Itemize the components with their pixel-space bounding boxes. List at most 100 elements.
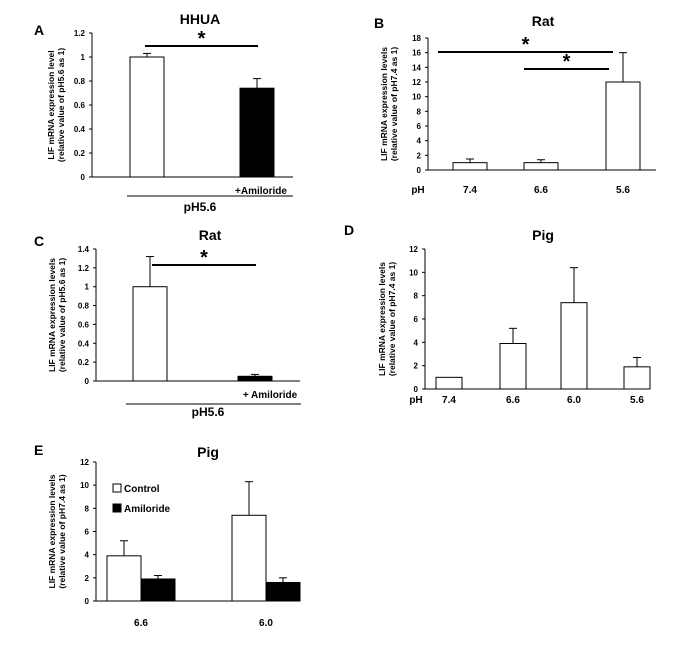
y-tick-label: 0.4 (78, 339, 90, 348)
y-axis-label: LIF mRNA expression levels (379, 47, 389, 161)
y-tick-label: 12 (409, 245, 418, 254)
bar (605, 81, 641, 171)
y-tick-label: 1.2 (78, 264, 90, 273)
y-tick-label: 0 (414, 385, 419, 394)
bar (239, 87, 275, 178)
y-tick-label: 0.6 (74, 101, 86, 110)
bar (237, 375, 273, 382)
panel-a: A HHUA LIF mRNA expression level (relative … (34, 11, 293, 214)
y-tick-label: 0.2 (78, 358, 90, 367)
panel-label: B (374, 15, 384, 31)
panel-title: HHUA (180, 11, 220, 27)
treatment-label: +Amiloride (235, 186, 287, 197)
y-axis-label: (relative value of pH7.4 as 1) (387, 262, 397, 376)
y-tick-label: 0.2 (74, 149, 86, 158)
significance-marker: * (200, 247, 208, 269)
panel-title: Rat (199, 227, 222, 243)
y-tick-label: 0.6 (78, 320, 90, 329)
y-tick-label: 2 (414, 362, 419, 371)
x-category-label: 6.6 (134, 618, 148, 629)
legend-swatch (112, 503, 122, 513)
bar-control (106, 555, 142, 602)
panel-label: D (344, 222, 354, 238)
y-tick-label: 4 (85, 551, 90, 560)
panel-c: C Rat LIF mRNA expression levels (relative … (34, 227, 301, 419)
y-tick-label: 0.8 (74, 77, 86, 86)
bar (523, 162, 559, 171)
y-axis-label: LIF mRNA expression levels (47, 258, 57, 372)
y-tick-label: 0.4 (74, 125, 86, 134)
bar (499, 343, 527, 390)
y-tick-label: 2 (417, 151, 422, 160)
y-tick-label: 14 (412, 63, 421, 72)
significance-marker: * (198, 28, 206, 50)
bar (129, 56, 165, 178)
x-category-label: 6.0 (259, 618, 273, 629)
y-tick-label: 0.8 (78, 302, 90, 311)
panel-label: A (34, 22, 44, 38)
group-label: pH5.6 (184, 200, 217, 214)
x-category-label: 6.0 (567, 395, 581, 406)
y-tick-label: 0 (417, 166, 422, 175)
y-tick-label: 4 (417, 137, 422, 146)
y-tick-label: 0 (81, 173, 86, 182)
bar (623, 366, 651, 390)
y-tick-label: 1 (81, 53, 86, 62)
y-tick-label: 8 (414, 292, 419, 301)
y-tick-label: 2 (85, 574, 90, 583)
panel-label: C (34, 233, 44, 249)
y-tick-label: 10 (80, 481, 89, 490)
bar (452, 162, 488, 171)
treatment-label: + Amiloride (243, 390, 298, 401)
y-axis-label: (relative value of pH5.6 as 1) (56, 48, 66, 162)
y-tick-label: 1 (85, 283, 90, 292)
bar (132, 286, 168, 382)
panel-title: Rat (532, 13, 555, 29)
x-axis-prefix: pH (409, 395, 422, 406)
y-axis-label: (relative value of pH7.4 as 1) (389, 47, 399, 161)
y-tick-label: 6 (85, 528, 90, 537)
y-axis-label: LIF mRNA expression levels (47, 474, 57, 588)
bar (560, 302, 588, 390)
x-category-label: 6.6 (506, 395, 520, 406)
panel-e: E Pig LIF mRNA expression levels (relative … (34, 442, 301, 629)
x-category-label: 7.4 (463, 185, 477, 196)
legend-swatch (112, 483, 122, 493)
legend-entry: Amiloride (124, 504, 171, 515)
y-axis-label: LIF mRNA expression level (46, 50, 56, 159)
bar-control (231, 514, 267, 602)
x-category-label: 5.6 (630, 395, 644, 406)
y-tick-label: 18 (412, 34, 421, 43)
x-axis-prefix: pH (411, 185, 424, 196)
panel-b: B Rat LIF mRNA expression levels (relative … (374, 13, 656, 196)
y-tick-label: 10 (409, 268, 418, 277)
y-tick-label: 0 (85, 377, 90, 386)
panel-label: E (34, 442, 43, 458)
significance-marker: * (563, 51, 571, 73)
y-tick-label: 1.4 (78, 245, 90, 254)
y-tick-label: 6 (417, 122, 422, 131)
x-category-label: 7.4 (442, 395, 456, 406)
bar (435, 376, 463, 390)
y-tick-label: 8 (85, 504, 90, 513)
bar-amiloride (140, 578, 176, 602)
y-tick-label: 16 (412, 49, 421, 58)
y-tick-label: 10 (412, 93, 421, 102)
y-axis-label: (relative value of pH5.6 as 1) (57, 258, 67, 372)
legend-entry: Control (124, 484, 160, 495)
y-axis-label: (relative value of pH7.4 as 1) (57, 474, 67, 588)
y-tick-label: 1.2 (74, 29, 86, 38)
group-label: pH5.6 (192, 405, 225, 419)
bar-amiloride (265, 581, 301, 602)
panel-title: Pig (532, 227, 554, 243)
y-axis-label: LIF mRNA expression levels (377, 262, 387, 376)
panel-d: D Pig LIF mRNA expression levels (relative … (344, 222, 651, 406)
panel-title: Pig (197, 444, 219, 460)
y-tick-label: 0 (85, 597, 90, 606)
y-tick-label: 6 (414, 315, 419, 324)
x-category-label: 5.6 (616, 185, 630, 196)
x-category-label: 6.6 (534, 185, 548, 196)
y-tick-label: 12 (80, 458, 89, 467)
y-tick-label: 12 (412, 78, 421, 87)
